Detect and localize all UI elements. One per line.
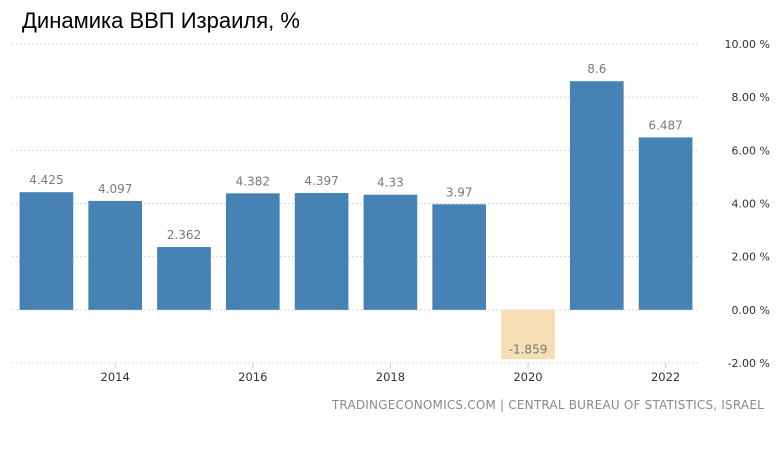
y-tick-label: 10.00 % bbox=[725, 38, 770, 51]
data-label: 4.382 bbox=[236, 174, 270, 188]
y-tick-label: 2.00 % bbox=[732, 251, 770, 264]
x-axis-ticks: 2014 2016 2018 2020 2022 bbox=[101, 363, 680, 384]
y-axis-ticks: 10.00 % 8.00 % 6.00 % 4.00 % 2.00 % 0.00 % -2.… bbox=[725, 38, 770, 370]
data-label: 6.487 bbox=[648, 118, 682, 132]
bar bbox=[363, 194, 418, 310]
bar bbox=[88, 200, 143, 310]
data-label: 4.097 bbox=[98, 182, 132, 196]
data-label: 8.6 bbox=[587, 62, 606, 76]
bar bbox=[157, 247, 211, 310]
data-labels: 4.425 4.097 2.362 4.382 4.397 4.33 3.97 -1.859 8… bbox=[29, 62, 683, 356]
data-label: 4.425 bbox=[29, 173, 63, 187]
y-tick-label: 6.00 % bbox=[732, 144, 770, 157]
x-tick-label: 2022 bbox=[651, 370, 680, 384]
data-label: 4.33 bbox=[377, 176, 404, 190]
data-label: 2.362 bbox=[167, 228, 201, 242]
y-tick-label: 4.00 % bbox=[732, 198, 770, 211]
y-tick-label: -2.00 % bbox=[728, 357, 770, 370]
data-label: 3.97 bbox=[446, 185, 473, 199]
x-tick-label: 2016 bbox=[238, 370, 267, 384]
bar bbox=[638, 137, 693, 310]
x-tick-label: 2018 bbox=[376, 370, 405, 384]
x-tick-label: 2020 bbox=[513, 370, 542, 384]
bar bbox=[569, 81, 624, 310]
bar bbox=[294, 192, 349, 310]
bar bbox=[225, 193, 280, 310]
y-tick-label: 8.00 % bbox=[732, 91, 770, 104]
bar bbox=[19, 192, 74, 310]
chart-title: Динамика ВВП Израиля, % bbox=[22, 8, 300, 33]
bar bbox=[432, 204, 487, 310]
source-credit: TRADINGECONOMICS.COM | CENTRAL BUREAU OF… bbox=[331, 398, 764, 412]
data-label: -1.859 bbox=[509, 342, 548, 356]
data-label: 4.397 bbox=[304, 174, 338, 188]
bars bbox=[19, 81, 693, 360]
x-tick-label: 2014 bbox=[101, 370, 130, 384]
bar bbox=[501, 309, 555, 360]
y-tick-label: 0.00 % bbox=[732, 304, 770, 317]
